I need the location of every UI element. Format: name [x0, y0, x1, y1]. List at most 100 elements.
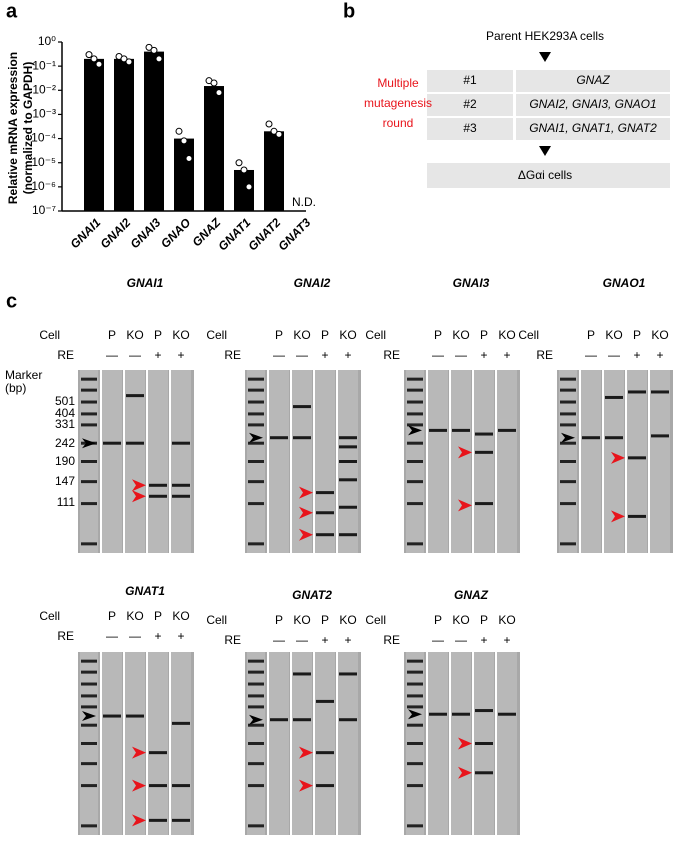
marker-band: [248, 824, 264, 828]
lane-re-label: —: [432, 633, 444, 647]
black-arrow: [82, 438, 96, 449]
bar: [144, 51, 164, 212]
gel-band: [316, 533, 334, 537]
marker-band: [407, 762, 423, 766]
gel-band: [316, 751, 334, 755]
lane-re-label: —: [432, 348, 444, 362]
lane-re-label: +: [633, 348, 640, 362]
gel-lane: [125, 652, 145, 835]
bar: [174, 138, 194, 211]
gel-band: [339, 672, 357, 676]
red-arrow: [458, 446, 472, 459]
lane-separator: [648, 370, 650, 553]
round-genes: GNAZ: [576, 73, 610, 87]
marker-band: [407, 824, 423, 828]
red-arrow: [458, 766, 472, 779]
gel-lane: [451, 370, 471, 553]
lane-separator: [100, 652, 102, 835]
gel-band: [172, 483, 190, 487]
gel-lane: [451, 652, 471, 835]
marker-band: [81, 377, 97, 381]
result-box: [427, 163, 670, 188]
lane-cell-label: P: [321, 328, 329, 342]
gel-band: [475, 502, 493, 506]
lane-re-label: —: [129, 348, 141, 362]
lane-separator: [146, 652, 148, 835]
red-arrow: [132, 479, 146, 492]
gel-band: [339, 533, 357, 537]
replicate-dot: [175, 127, 183, 135]
note-text: mutagenesis: [364, 96, 432, 110]
gel-band: [339, 460, 357, 463]
red-arrow: [611, 510, 625, 523]
gel-band: [316, 784, 334, 788]
replicate-dot: [210, 79, 218, 87]
lane-separator: [290, 370, 292, 553]
lane-separator: [169, 370, 171, 553]
gel-band: [316, 491, 334, 495]
red-arrow: [132, 746, 146, 759]
panel-label: c: [6, 290, 17, 312]
lane-re-label: +: [177, 348, 184, 362]
row-label: RE: [383, 348, 400, 362]
marker-band: [81, 705, 97, 709]
gel-band: [172, 494, 190, 498]
gel-band: [475, 771, 493, 775]
lane-separator: [267, 370, 269, 553]
gel-band: [103, 714, 121, 718]
marker-band: [407, 659, 423, 663]
gel-lane: [269, 370, 289, 553]
lane-separator: [426, 370, 428, 553]
marker-band: [81, 542, 97, 546]
marker-band: [407, 723, 423, 727]
lane-cell-label: P: [321, 613, 329, 627]
lane-re-label: +: [177, 629, 184, 643]
round-box: [516, 94, 670, 116]
gel-band: [149, 494, 167, 498]
lane-separator: [495, 652, 497, 835]
lane-cell-label: P: [480, 328, 488, 342]
replicate-dot: [270, 127, 278, 135]
replicate-dot: [275, 130, 283, 138]
lane-re-label: +: [480, 633, 487, 647]
marker-band: [407, 400, 423, 404]
x-tick-label: GNAT2: [245, 215, 283, 253]
y-axis-label: (normalized to GAPDH): [21, 62, 35, 195]
marker-band: [248, 659, 264, 663]
gel-lane: [102, 370, 122, 553]
gel-lane: [171, 370, 191, 553]
marker-band: [248, 742, 264, 745]
replicate-dot: [180, 137, 188, 145]
row-label: Cell: [39, 328, 60, 342]
row-label: RE: [536, 348, 553, 362]
lane-separator: [472, 370, 474, 553]
marker-band: [81, 412, 97, 416]
marker-size: 331: [55, 417, 75, 431]
row-label: Cell: [206, 613, 227, 627]
y-tick-label: 10⁻⁶: [31, 179, 56, 193]
marker-band: [407, 682, 423, 686]
lane-separator: [313, 370, 315, 553]
gel-lane: [428, 652, 448, 835]
lane-cell-label: P: [275, 328, 283, 342]
lane-separator: [625, 370, 627, 553]
lane-cell-label: KO: [498, 328, 515, 342]
marker-band: [248, 682, 264, 686]
red-arrow: [458, 737, 472, 750]
gel-band: [339, 445, 357, 449]
replicate-dot: [150, 46, 158, 54]
panel-label: a: [6, 0, 18, 22]
marker-band: [407, 441, 423, 445]
marker-size: 147: [55, 474, 75, 488]
gel-band: [429, 712, 447, 716]
lane-separator: [336, 370, 338, 553]
lane-re-label: —: [106, 629, 118, 643]
marker-band: [248, 460, 264, 463]
y-axis-label: Relative mRNA expression: [6, 52, 20, 204]
lane-separator: [290, 652, 292, 835]
marker-band: [560, 412, 576, 416]
gel-lane: [315, 652, 335, 835]
lane-re-label: —: [129, 629, 141, 643]
lane-re-label: —: [455, 348, 467, 362]
lane-re-label: —: [273, 348, 285, 362]
